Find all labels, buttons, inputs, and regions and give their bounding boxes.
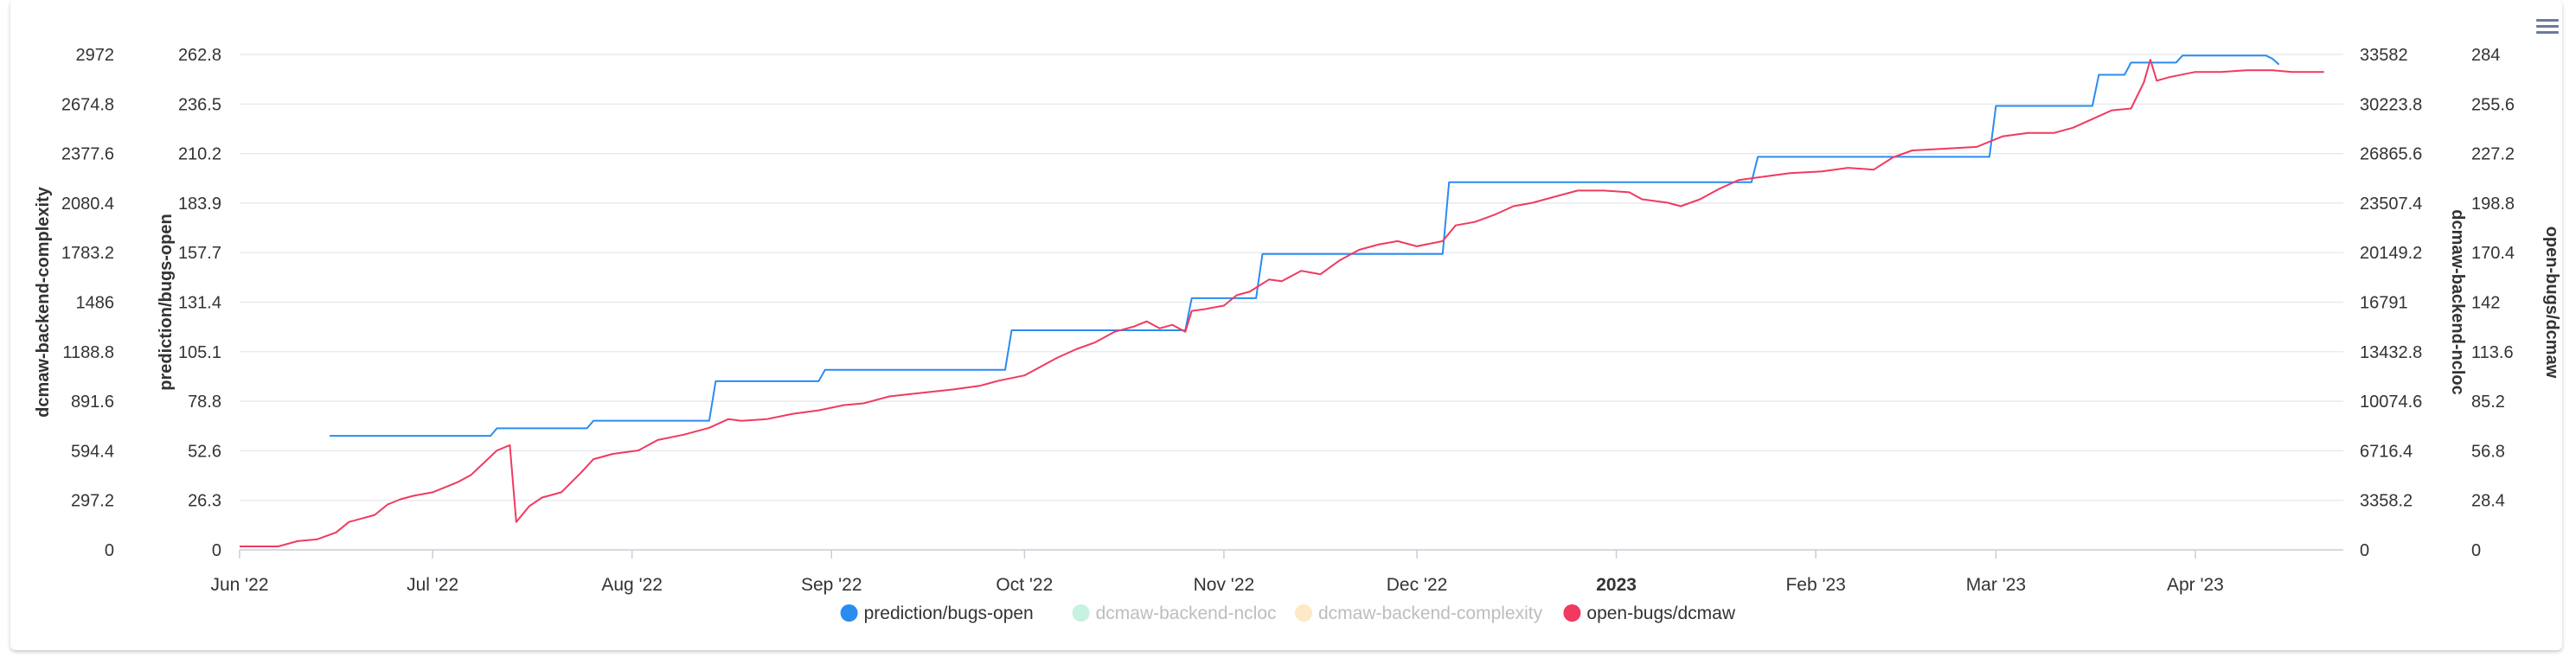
ncloc-tick-label: 26865.6 — [2360, 145, 2422, 164]
complexity-tick-label: 2080.4 — [61, 195, 114, 214]
openbugs-tick-label: 113.6 — [2471, 343, 2514, 362]
legend-item[interactable]: dcmaw-backend-complexity — [1295, 603, 1543, 623]
prediction-tick-label: 131.4 — [178, 294, 221, 313]
prediction-tick-label: 105.1 — [178, 343, 221, 362]
x-tick-label: Mar '23 — [1966, 575, 2026, 595]
legend-label: prediction/bugs-open — [864, 603, 1034, 623]
legend-label: dcmaw-backend-ncloc — [1096, 603, 1277, 623]
openbugs-tick-label: 255.6 — [2471, 95, 2515, 114]
prediction-tick-label: 262.8 — [178, 46, 221, 65]
menu-bar-icon — [2536, 31, 2559, 34]
x-tick-label: Jun '22 — [210, 575, 268, 595]
prediction-tick-label: 157.7 — [178, 244, 221, 263]
legend-marker — [840, 604, 858, 622]
ncloc-tick-label: 6716.4 — [2360, 442, 2413, 461]
complexity-tick-label: 2972 — [76, 46, 115, 65]
openbugs-tick-label: 28.4 — [2471, 492, 2505, 511]
legend: prediction/bugs-open dcmaw-backend-ncloc d… — [840, 603, 1736, 623]
complexity-tick-label: 1486 — [76, 294, 115, 313]
legend-item[interactable]: dcmaw-backend-ncloc — [1072, 603, 1277, 623]
legend-item[interactable]: prediction/bugs-open — [840, 603, 1034, 623]
legend-marker — [1072, 604, 1090, 622]
ncloc-tick-label: 13432.8 — [2360, 343, 2422, 362]
x-tick-label: Sep '22 — [801, 575, 862, 595]
series-line-prediction-bugs-open — [330, 54, 2280, 437]
legend-item[interactable]: open-bugs/dcmaw — [1563, 603, 1736, 623]
ncloc-tick-label: 20149.2 — [2360, 244, 2422, 263]
openbugs-tick-label: 142 — [2471, 294, 2500, 313]
x-tick-label: Dec '22 — [1387, 575, 1448, 595]
ncloc-tick-label: 30223.8 — [2360, 95, 2422, 114]
prediction-tick-label: 210.2 — [178, 145, 221, 164]
complexity-tick-label: 0 — [105, 541, 114, 560]
series-line-open-bugs-dcmaw — [240, 59, 2324, 547]
prediction-tick-label: 52.6 — [188, 442, 221, 461]
grid-lines — [240, 54, 2343, 551]
ncloc-tick-label: 0 — [2360, 541, 2369, 560]
prediction-tick-label: 0 — [212, 541, 221, 560]
prediction-tick-label: 183.9 — [178, 195, 221, 214]
chart-menu-button[interactable] — [2533, 16, 2562, 40]
prediction-tick-label: 26.3 — [188, 492, 221, 511]
menu-bar-icon — [2536, 19, 2559, 22]
prediction-tick-label: 236.5 — [178, 95, 221, 114]
openbugs-tick-label: 56.8 — [2471, 442, 2505, 461]
legend-marker — [1563, 604, 1581, 622]
x-tick-label: Oct '22 — [996, 575, 1053, 595]
ncloc-tick-label: 16791 — [2360, 294, 2408, 313]
x-tick-label: Jul '22 — [407, 575, 458, 595]
complexity-tick-label: 891.6 — [71, 393, 114, 412]
complexity-tick-label: 297.2 — [71, 492, 114, 511]
complexity-tick-label: 1188.8 — [62, 343, 114, 362]
series-lines — [240, 54, 2324, 547]
openbugs-tick-label: 85.2 — [2471, 393, 2505, 412]
legend-label: open-bugs/dcmaw — [1586, 603, 1735, 623]
chart-card: 0 297.2 594.4 891.6 1188.8 1486 1783.2 2080.4 23… — [10, 0, 2562, 650]
x-tick-label: 2023 — [1596, 575, 1637, 595]
x-tick-label: Apr '23 — [2167, 575, 2224, 595]
openbugs-tick-label: 170.4 — [2471, 244, 2515, 263]
x-tick-label: Aug '22 — [601, 575, 663, 595]
axes: 0 297.2 594.4 891.6 1188.8 1486 1783.2 2080.4 23… — [34, 46, 2561, 595]
prediction-tick-label: 78.8 — [188, 393, 221, 412]
complexity-tick-label: 2674.8 — [61, 95, 114, 114]
legend-label: dcmaw-backend-complexity — [1318, 603, 1543, 623]
openbugs-tick-label: 227.2 — [2471, 145, 2515, 164]
openbugs-tick-label: 284 — [2471, 46, 2500, 65]
ncloc-tick-label: 3358.2 — [2360, 492, 2413, 511]
ncloc-tick-label: 23507.4 — [2360, 195, 2422, 214]
openbugs-axis-title: open-bugs/dcmaw — [2542, 227, 2561, 379]
complexity-tick-label: 2377.6 — [61, 145, 114, 164]
menu-bar-icon — [2536, 25, 2559, 28]
complexity-tick-label: 1783.2 — [61, 244, 114, 263]
openbugs-tick-label: 198.8 — [2471, 195, 2515, 214]
ncloc-tick-label: 10074.6 — [2360, 393, 2422, 412]
complexity-tick-label: 594.4 — [71, 442, 114, 461]
chart-canvas: 0 297.2 594.4 891.6 1188.8 1486 1783.2 2080.4 23… — [34, 46, 2561, 623]
ncloc-tick-label: 33582 — [2360, 46, 2408, 65]
prediction-axis-title: prediction/bugs-open — [157, 214, 176, 390]
x-tick-label: Nov '22 — [1194, 575, 1255, 595]
legend-marker — [1295, 604, 1312, 622]
ncloc-axis-title: dcmaw-backend-ncloc — [2448, 209, 2467, 395]
complexity-axis-title: dcmaw-backend-complexity — [34, 186, 53, 418]
x-tick-label: Feb '23 — [1785, 575, 1845, 595]
openbugs-tick-label: 0 — [2471, 541, 2481, 560]
